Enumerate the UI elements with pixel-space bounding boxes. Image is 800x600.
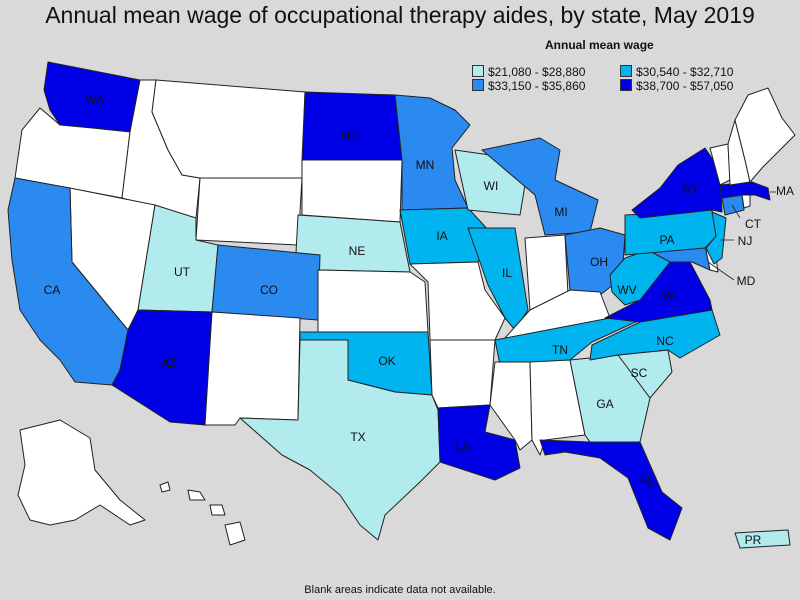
state-SD[interactable] (301, 159, 403, 223)
state-NM[interactable] (204, 311, 301, 426)
label-IL: IL (502, 266, 512, 280)
state-ME[interactable] (734, 87, 796, 183)
legend-label-3: $33,150 - $35,860 (488, 79, 586, 93)
label-OH: OH (590, 255, 608, 269)
state-FL[interactable] (539, 439, 683, 541)
legend-label-4: $38,700 - $57,050 (636, 79, 734, 93)
state-MI[interactable] (481, 137, 599, 236)
label-LA: LA (456, 440, 471, 454)
label-CT: CT (745, 217, 762, 231)
state-ND[interactable] (301, 91, 403, 161)
label-PR: PR (745, 533, 762, 547)
label-PA: PA (659, 233, 674, 247)
state-AK[interactable] (17, 419, 146, 526)
footnote: Blank areas indicate data not available. (304, 584, 496, 596)
label-ND: ND (341, 129, 359, 143)
state-KS[interactable] (317, 269, 429, 333)
label-NY: NY (683, 182, 700, 196)
label-CA: CA (44, 283, 61, 297)
state-CA[interactable] (7, 177, 129, 386)
state-HI-1[interactable] (159, 481, 171, 493)
label-NJ: NJ (738, 234, 753, 248)
state-HI-2[interactable] (187, 489, 206, 501)
legend-item-2: $30,540 - $32,710 (620, 65, 733, 79)
label-GA: GA (596, 397, 613, 411)
label-TX: TX (350, 430, 365, 444)
legend-label-1: $21,080 - $28,880 (488, 65, 586, 79)
label-TN: TN (552, 343, 568, 357)
state-MT[interactable] (151, 79, 306, 179)
legend-item-4: $38,700 - $57,050 (620, 79, 733, 93)
state-NY[interactable] (631, 147, 723, 219)
state-RI[interactable] (741, 194, 751, 209)
label-UT: UT (174, 265, 191, 279)
legend-label-2: $30,540 - $32,710 (636, 65, 734, 79)
legend-swatch-2 (620, 65, 632, 77)
legend-title: Annual mean wage (545, 38, 654, 52)
label-OK: OK (378, 354, 395, 368)
label-AZ: AZ (161, 356, 176, 370)
label-SC: SC (631, 366, 648, 380)
state-HI-3[interactable] (209, 504, 226, 516)
label-CO: CO (260, 283, 278, 297)
md-leader (707, 261, 735, 281)
label-NE: NE (349, 244, 366, 258)
label-MA: MA (776, 184, 794, 198)
legend-swatch-3 (472, 79, 484, 91)
legend-item-3: $33,150 - $35,860 (472, 79, 585, 93)
state-MA[interactable] (719, 181, 771, 201)
legend-item-1: $21,080 - $28,880 (472, 65, 585, 79)
state-PR[interactable] (734, 529, 791, 549)
state-WV[interactable] (609, 249, 671, 306)
label-FL: FL (640, 474, 654, 488)
state-NJ[interactable] (705, 211, 727, 265)
map-title: Annual mean wage of occupational therapy… (45, 2, 755, 28)
label-IA: IA (436, 229, 447, 243)
state-WI[interactable] (454, 149, 526, 216)
state-LA[interactable] (437, 404, 521, 481)
state-AR[interactable] (429, 339, 496, 409)
label-VA: VA (661, 289, 676, 303)
label-MI: MI (554, 205, 567, 219)
legend-swatch-1 (472, 65, 484, 77)
label-WV: WV (617, 283, 636, 297)
state-MN[interactable] (394, 94, 471, 211)
legend-swatch-4 (620, 79, 632, 91)
state-WY[interactable] (195, 177, 303, 246)
label-WI: WI (484, 179, 499, 193)
state-HI-4[interactable] (224, 521, 246, 546)
state-TX[interactable] (239, 339, 441, 541)
state-MO[interactable] (409, 261, 506, 341)
label-MN: MN (416, 158, 435, 172)
label-NC: NC (656, 334, 674, 348)
label-MD: MD (737, 274, 756, 288)
label-WA: WA (86, 93, 105, 107)
ct-leader (731, 204, 741, 219)
